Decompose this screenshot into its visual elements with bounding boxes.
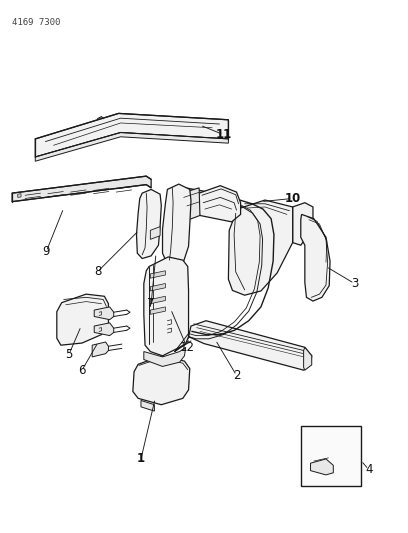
Polygon shape	[150, 227, 160, 239]
Polygon shape	[162, 184, 191, 265]
Polygon shape	[301, 214, 330, 301]
Polygon shape	[304, 348, 312, 370]
Polygon shape	[133, 356, 190, 405]
Polygon shape	[293, 203, 313, 245]
Text: 6: 6	[78, 364, 86, 377]
Text: 7: 7	[147, 297, 155, 310]
Text: 8: 8	[94, 265, 101, 278]
Bar	[301, 426, 361, 486]
Polygon shape	[150, 271, 165, 278]
Polygon shape	[196, 185, 241, 222]
Polygon shape	[18, 193, 21, 197]
Text: 12: 12	[180, 341, 195, 354]
Polygon shape	[150, 307, 165, 314]
Polygon shape	[150, 296, 165, 304]
Text: 5: 5	[65, 348, 73, 361]
Text: 10: 10	[284, 192, 301, 205]
Polygon shape	[12, 176, 151, 201]
Text: 2: 2	[233, 369, 240, 382]
Text: 1: 1	[137, 453, 145, 465]
Polygon shape	[179, 188, 200, 223]
Polygon shape	[35, 114, 228, 157]
Polygon shape	[188, 321, 312, 370]
Polygon shape	[92, 342, 109, 357]
Polygon shape	[310, 459, 333, 475]
Polygon shape	[141, 400, 154, 411]
Text: 9: 9	[42, 245, 50, 258]
Polygon shape	[94, 307, 114, 320]
Text: 4: 4	[365, 463, 373, 476]
Polygon shape	[144, 348, 186, 367]
Polygon shape	[94, 323, 114, 336]
Polygon shape	[57, 294, 109, 345]
Polygon shape	[144, 257, 188, 356]
Polygon shape	[228, 200, 293, 295]
Text: 3: 3	[351, 277, 358, 290]
Polygon shape	[137, 189, 161, 259]
Text: 11: 11	[215, 128, 232, 141]
Polygon shape	[35, 133, 228, 161]
Text: 4169 7300: 4169 7300	[12, 18, 60, 27]
Polygon shape	[150, 284, 165, 291]
